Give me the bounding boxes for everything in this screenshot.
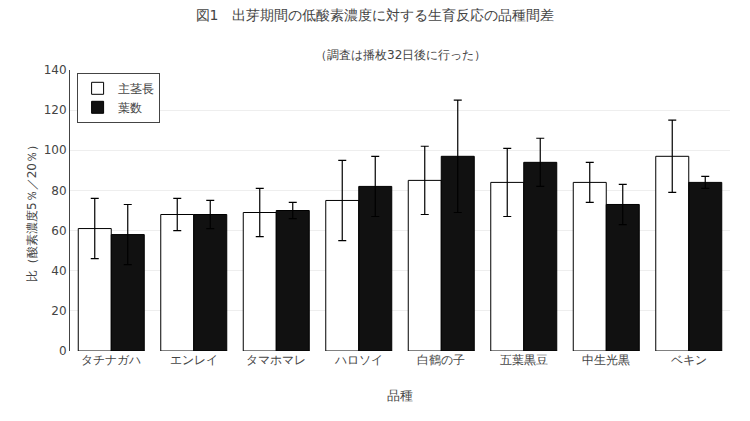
svg-text:タチナガハ: タチナガハ <box>81 353 141 367</box>
svg-text:エンレイ: エンレイ <box>170 353 218 367</box>
svg-text:図1 出芽期間の低酸素濃度に対する生育反応の品種間差: 図1 出芽期間の低酸素濃度に対する生育反応の品種間差 <box>196 7 555 23</box>
svg-text:主茎長: 主茎長 <box>118 82 154 96</box>
svg-text:比（酸素濃度5％／20％）: 比（酸素濃度5％／20％） <box>25 139 39 282</box>
svg-text:100: 100 <box>44 143 67 157</box>
svg-text:品種: 品種 <box>387 388 413 403</box>
svg-text:80: 80 <box>51 184 66 198</box>
svg-text:タマホマレ: タマホマレ <box>246 353 306 367</box>
svg-text:白鶴の子: 白鶴の子 <box>417 353 465 367</box>
svg-text:ハロソイ: ハロソイ <box>334 353 383 367</box>
svg-text:120: 120 <box>44 103 67 117</box>
svg-text:葉数: 葉数 <box>118 101 142 115</box>
svg-text:0: 0 <box>59 344 67 358</box>
svg-text:140: 140 <box>44 63 67 77</box>
svg-text:60: 60 <box>51 224 66 238</box>
svg-text:五葉黒豆: 五葉黒豆 <box>500 353 548 367</box>
svg-text:ベキン: ベキン <box>671 353 707 367</box>
svg-text:20: 20 <box>51 304 66 318</box>
svg-text:中生光黒: 中生光黒 <box>582 353 630 367</box>
svg-text:（調査は播枚32日後に行った）: （調査は播枚32日後に行った） <box>315 48 486 62</box>
svg-text:40: 40 <box>51 264 66 278</box>
